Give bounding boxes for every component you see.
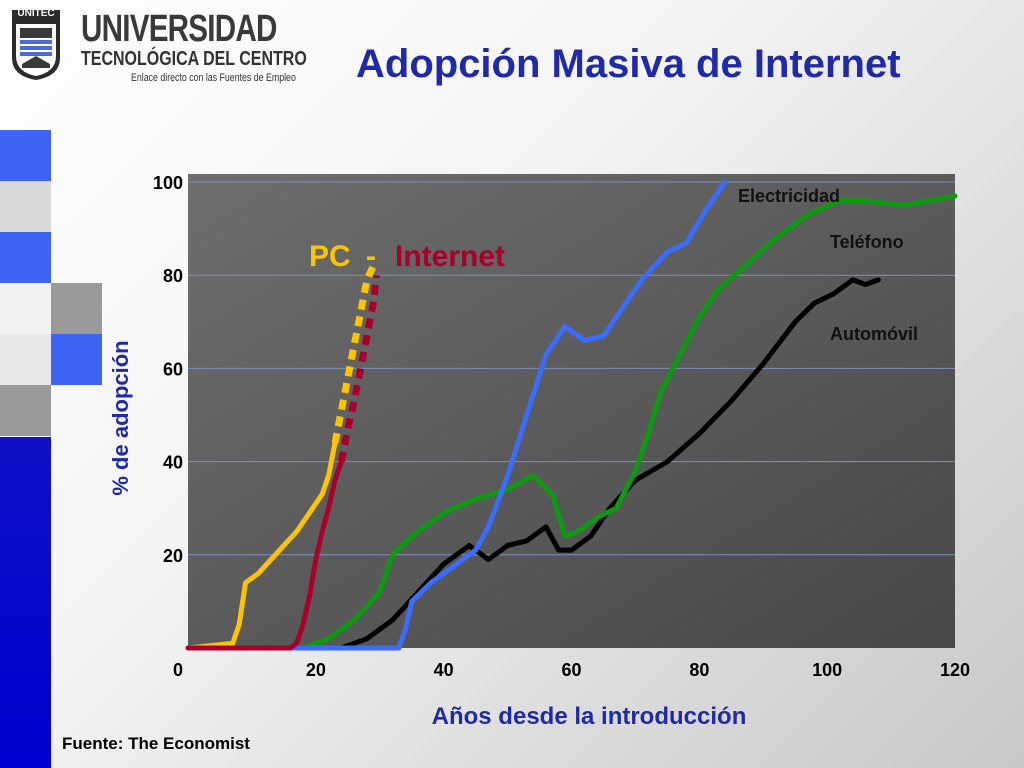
x-tick-label: 0 — [173, 660, 183, 680]
series-label-separator: - — [366, 240, 376, 273]
source-note: Fuente: The Economist — [62, 734, 250, 753]
logo-line1: UNIVERSIDAD — [81, 8, 277, 50]
y-tick-label: 80 — [163, 266, 183, 286]
series-label-internet: Internet — [395, 240, 505, 273]
series-line-automovil — [338, 277, 881, 651]
x-tick-label: 120 — [940, 660, 970, 680]
y-tick-label: 20 — [163, 546, 183, 566]
logo-line2: TECNOLÓGICA DEL CENTRO — [81, 48, 307, 70]
series-line-internet — [185, 459, 344, 651]
unitec-crest-icon — [12, 10, 60, 80]
y-tick-label: 40 — [163, 453, 183, 473]
series-label-telefono: Teléfono — [830, 232, 904, 252]
series-label-pc: PC — [309, 240, 351, 273]
decor-square — [0, 181, 51, 232]
unitec-logo: UNITEC UNIVERSIDAD TECNOLÓGICA DEL CENTR… — [8, 6, 307, 84]
x-tick-label: 40 — [434, 660, 454, 680]
decor-square — [51, 334, 102, 385]
decor-square — [0, 385, 51, 436]
decor-square — [0, 130, 51, 181]
decor-square — [0, 334, 51, 385]
y-tick-label: 60 — [163, 359, 183, 379]
series-line-pc — [185, 440, 338, 651]
decor-stripe — [0, 437, 51, 768]
x-tick-label: 80 — [689, 660, 709, 680]
decor-square — [0, 232, 51, 283]
page-title: Adopción Masiva de Internet — [356, 42, 901, 86]
series-label-electricidad: Electricidad — [738, 186, 840, 206]
series-line-internet-projection — [337, 274, 381, 463]
x-tick-label: 20 — [306, 660, 326, 680]
logo-line3: Enlace directo con las Fuentes de Empleo — [131, 72, 296, 84]
series-line-telefono — [300, 193, 958, 651]
x-axis-label: Años desde la introducción — [432, 703, 747, 730]
x-tick-label: 60 — [561, 660, 581, 680]
logo-name: UNITEC — [17, 8, 55, 19]
decor-square — [51, 283, 102, 334]
series-line-electricidad — [185, 179, 728, 651]
decor-square — [0, 283, 51, 334]
x-tick-label: 100 — [812, 660, 842, 680]
series-label-automovil: Automóvil — [830, 324, 918, 344]
y-tick-label: 100 — [153, 173, 183, 193]
y-axis-label: % de adopción — [108, 340, 133, 495]
